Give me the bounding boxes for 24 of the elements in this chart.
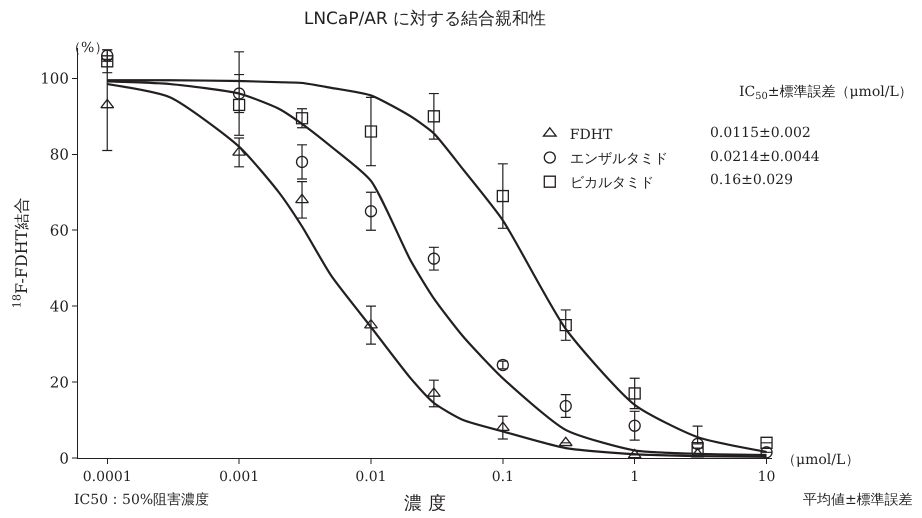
annotation: 0.0115±0.002 (710, 125, 811, 141)
y-tick-label: 100 (40, 70, 69, 88)
annotation: 0.16±0.029 (710, 172, 793, 188)
y-tick-label: 0 (59, 449, 69, 468)
x-axis-title: 濃 度 (404, 493, 446, 514)
chart-title: LNCaP/AR に対する結合親和性 (304, 9, 546, 30)
legend-label: エンザルタミド (570, 150, 668, 167)
x-tick-label: 1 (630, 468, 640, 485)
annotation: IC$_{50}$±標準誤差（μmol/L） (739, 84, 913, 102)
text: 平均値±標準誤差 (803, 492, 913, 508)
y-tick-label: 40 (50, 297, 69, 316)
legend-label: FDHT (570, 126, 613, 143)
x-tick-label: 0.1 (492, 468, 514, 485)
y-tick-label: 80 (50, 146, 69, 164)
y-tick-label: 20 (50, 373, 69, 392)
y-tick-label: 60 (50, 221, 69, 240)
x-tick-label: 0.01 (355, 468, 387, 485)
x-tick-label: 0.001 (219, 468, 260, 485)
x-tick-label: 10 (758, 468, 776, 485)
text: IC50：50%阻害濃度 (74, 492, 210, 508)
x-tick-label: 0.0001 (82, 468, 132, 485)
text: （μmol/L） (782, 452, 860, 468)
annotation: 0.0214±0.0044 (710, 149, 820, 165)
legend-label: ビカルタミド (570, 175, 654, 192)
